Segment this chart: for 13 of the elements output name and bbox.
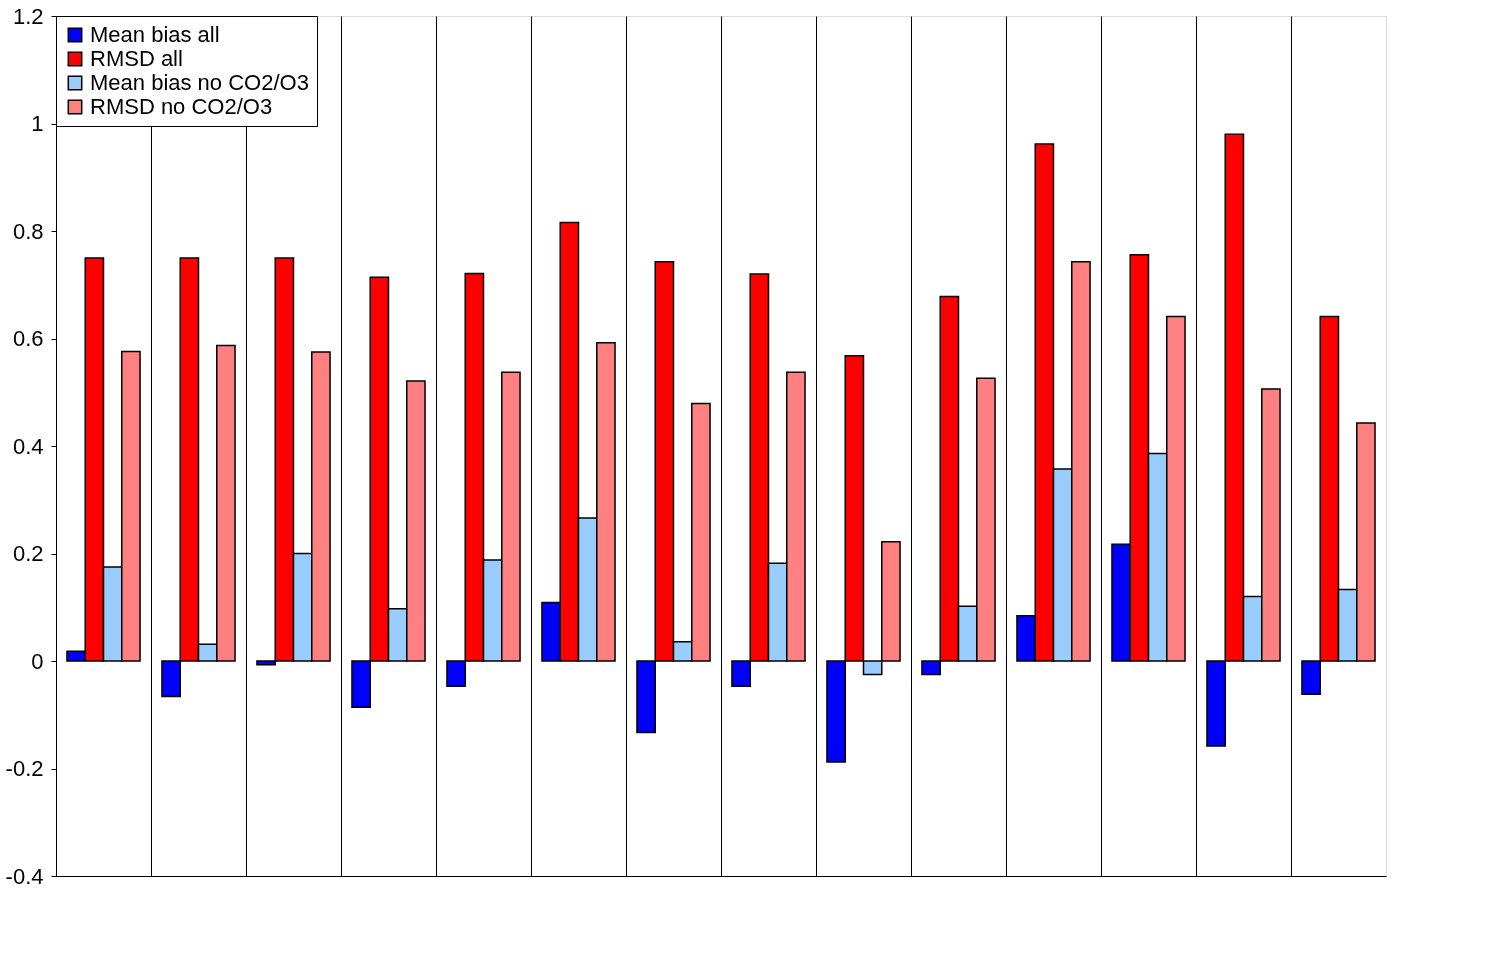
y-tick-label: 1.2 [12, 3, 44, 29]
y-tick-label: -0.4 [5, 863, 44, 889]
legend-label: Mean bias no CO2/O3 [90, 70, 309, 95]
legend-label: RMSD all [90, 46, 183, 71]
y-tick-label: 0.8 [12, 218, 44, 244]
y-tick-label: 1 [31, 111, 44, 136]
y-tick-label: 0 [31, 648, 44, 674]
y-tick-label: 0.2 [12, 541, 44, 566]
y-tick-label: -0.2 [5, 756, 44, 781]
legend-label: RMSD no CO2/O3 [90, 94, 273, 119]
legend-label: Mean bias all [90, 22, 220, 47]
y-tick-label: 0.4 [12, 433, 44, 459]
y-tick-label: 0.6 [12, 326, 44, 351]
